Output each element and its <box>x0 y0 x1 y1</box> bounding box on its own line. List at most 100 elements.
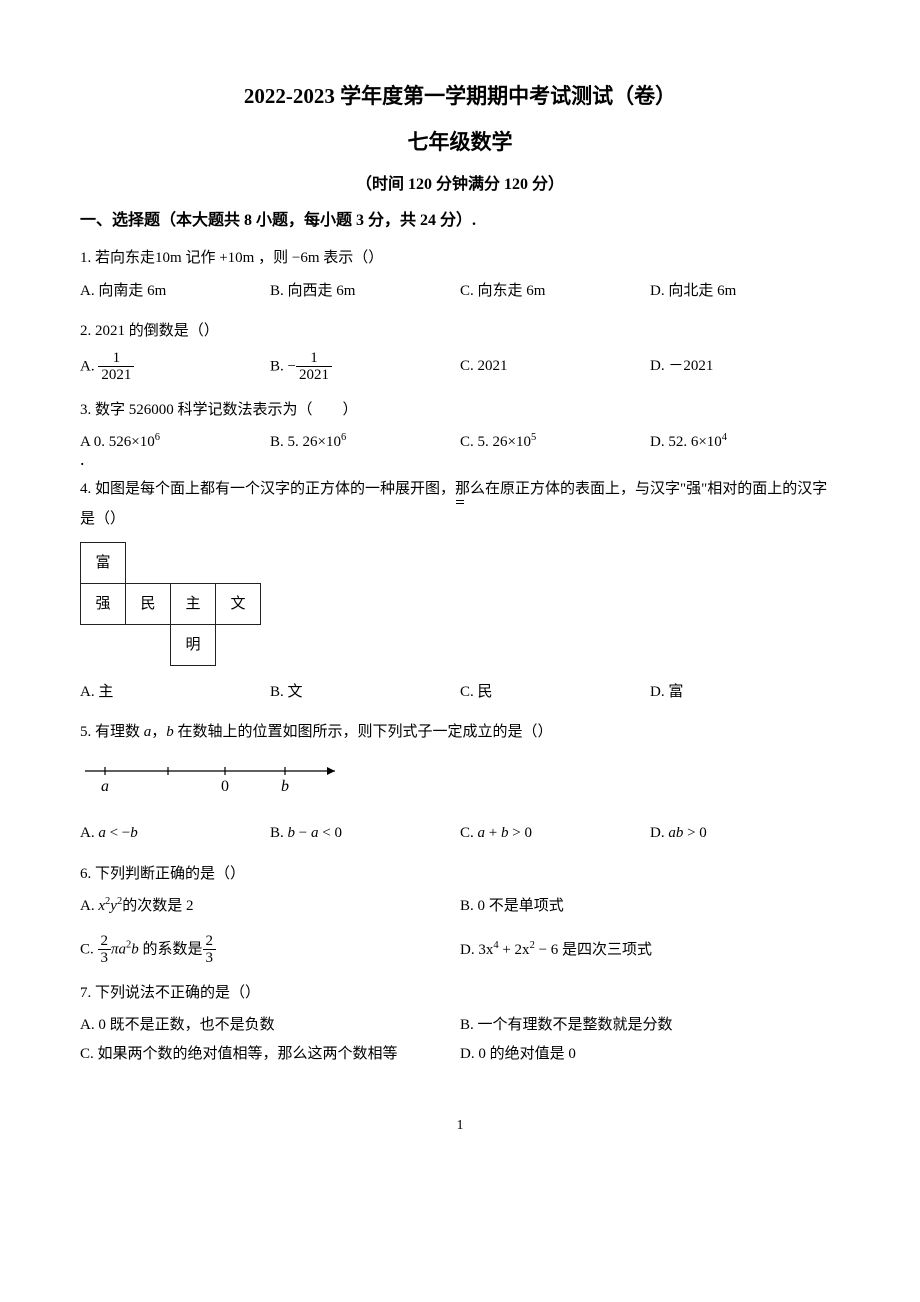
cube-cell-ming: 明 <box>171 624 216 665</box>
q2-choice-c: C. 2021 <box>460 352 650 381</box>
q5-a-r: b <box>130 825 138 841</box>
q6-c-d1: 3 <box>98 950 112 967</box>
q5-d-pre: D. <box>650 825 668 841</box>
q3-a-sup: 6 <box>155 432 160 443</box>
q7-choice-d: D. 0 的绝对值是 0 <box>460 1040 840 1069</box>
q7-choice-b: B. 一个有理数不是整数就是分数 <box>460 1011 840 1040</box>
q5-stem-pre: 5. 有理数 <box>80 724 144 740</box>
svg-text:0: 0 <box>221 778 229 795</box>
q1-post: 表示（） <box>320 250 384 266</box>
q2-b-label: B. <box>270 358 288 374</box>
q6-choice-d: D. 3x4 + 2x2 − 6 是四次三项式 <box>460 936 840 965</box>
q6-d-pre: D. <box>460 942 478 958</box>
cube-cell-zhu: 主 <box>171 583 216 624</box>
q2-choice-b: B. −12021 <box>270 350 460 384</box>
q1-v1: 10m <box>155 250 182 266</box>
q5-b-pre: B. <box>270 825 288 841</box>
question-4: 4. 如图是每个面上都有一个汉字的正方体的一种展开图，那么在原正方体的表面上，与… <box>80 474 840 707</box>
exam-title: 2022-2023 学年度第一学期期中考试测试（卷） <box>80 80 840 110</box>
q5-c-tail: > 0 <box>508 825 531 841</box>
q4-choice-a: A. 主 <box>80 678 270 707</box>
q3-stem: 3. 数字 526000 科学记数法表示为（ ） <box>80 396 840 425</box>
q2-b-neg: − <box>288 358 296 374</box>
q3-choice-b: B. 5. 26×106 <box>270 428 460 457</box>
q3-c-pre: C. 5. 26×10 <box>460 434 531 450</box>
q2-a-den: 2021 <box>98 367 134 384</box>
q5-d-tail: > 0 <box>683 825 706 841</box>
q2-choice-a: A. 12021 <box>80 350 270 384</box>
numberline-figure: a 0 b <box>80 755 840 810</box>
q6-c-a: a <box>119 941 127 957</box>
q3-choice-c: C. 5. 26×105 <box>460 428 650 457</box>
q1-mid1: 记作 <box>182 250 220 266</box>
q5-stem-b: b <box>166 724 174 740</box>
cube-cell-wen: 文 <box>216 583 261 624</box>
question-7: 7. 下列说法不正确的是（） A. 0 既不是正数，也不是负数 B. 一个有理数… <box>80 979 840 1069</box>
q1-v2: +10m <box>219 250 254 266</box>
q1-choice-b: B. 向西走 6m <box>270 277 460 306</box>
center-marker <box>456 500 464 504</box>
q5-c-l: a <box>478 825 486 841</box>
q6-c-b: b <box>131 941 139 957</box>
q3-choice-a: A 0. 526×106 <box>80 428 270 457</box>
q3-b-sup: 6 <box>341 432 346 443</box>
cube-cell-min: 民 <box>126 583 171 624</box>
q1-choice-a: A. 向南走 6m <box>80 277 270 306</box>
q6-c-n1: 2 <box>98 933 112 951</box>
cube-net-figure: 富 强 民 主 文 明 <box>80 542 261 666</box>
q6-choice-c: C. 23πa2b 的系数是23 <box>80 933 460 967</box>
page-number: 1 <box>80 1118 840 1134</box>
q6-c-n2: 2 <box>203 933 217 951</box>
q6-a-pre: A. <box>80 898 98 914</box>
q5-a-mid: < − <box>106 825 130 841</box>
q5-c-pre: C. <box>460 825 478 841</box>
q6-a-e1: x <box>98 898 105 914</box>
q5-a-pre: A. <box>80 825 98 841</box>
q3-d-sup: 4 <box>722 432 727 443</box>
svg-text:b: b <box>281 778 289 795</box>
q5-choice-b: B. b − a < 0 <box>270 819 460 848</box>
q6-c-d2: 3 <box>203 950 217 967</box>
q4-choice-b: B. 文 <box>270 678 460 707</box>
q7-stem: 7. 下列说法不正确的是（） <box>80 979 840 1008</box>
q5-choice-d: D. ab > 0 <box>650 819 840 848</box>
q6-stem: 6. 下列判断正确的是（） <box>80 860 840 889</box>
q1-stem-pre: 1. 若向东走 <box>80 250 155 266</box>
q6-a-post: 的次数是 2 <box>122 898 193 914</box>
q2-b-den: 2021 <box>296 367 332 384</box>
q6-c-mid: 的系数是 <box>139 941 203 957</box>
q7-choice-a: A. 0 既不是正数，也不是负数 <box>80 1011 460 1040</box>
q1-mid2: ，则 <box>254 250 292 266</box>
q5-stem-mid1: ， <box>151 724 166 740</box>
q3-choice-d: D. 52. 6×104 <box>650 428 840 457</box>
q1-choice-c: C. 向东走 6m <box>460 277 650 306</box>
question-2: 2. 2021 的倒数是（） A. 12021 B. −12021 C. 202… <box>80 317 840 384</box>
cube-cell-qiang: 强 <box>81 583 126 624</box>
q5-b-tail: < 0 <box>318 825 341 841</box>
q3-d-pre: D. 52. 6×10 <box>650 434 722 450</box>
q2-b-num: 1 <box>296 350 332 368</box>
q6-d-m1: + 2x <box>499 942 530 958</box>
q1-v3: −6m <box>292 250 320 266</box>
q5-d-l: ab <box>668 825 683 841</box>
question-3: 3. 数字 526000 科学记数法表示为（ ） A 0. 526×106 B.… <box>80 396 840 462</box>
q4-choice-d: D. 富 <box>650 678 840 707</box>
q5-b-l: b <box>288 825 296 841</box>
cube-cell-fu: 富 <box>81 542 126 583</box>
question-6: 6. 下列判断正确的是（） A. x 2 y 2 的次数是 2 B. 0 不是单项式 C… <box>80 860 840 967</box>
q3-a-pre: A 0. 526×10 <box>80 434 155 450</box>
q6-a-e2: y <box>110 898 117 914</box>
q2-a-label: A. <box>80 358 98 374</box>
q7-choice-c: C. 如果两个数的绝对值相等，那么这两个数相等 <box>80 1040 460 1069</box>
q6-d-e1: 3x <box>478 942 493 958</box>
q4-choice-c: C. 民 <box>460 678 650 707</box>
q6-choice-b: B. 0 不是单项式 <box>460 892 840 921</box>
section-header: 一、选择题（本大题共 8 小题，每小题 3 分，共 24 分）. <box>80 206 840 230</box>
svg-text:a: a <box>101 778 109 795</box>
q6-c-pre: C. <box>80 941 98 957</box>
q5-choice-c: C. a + b > 0 <box>460 819 650 848</box>
q5-c-mid: + <box>485 825 501 841</box>
q3-b-pre: B. 5. 26×10 <box>270 434 341 450</box>
question-5: 5. 有理数 a，b 在数轴上的位置如图所示，则下列式子一定成立的是（） a 0… <box>80 718 840 848</box>
q5-stem-post: 在数轴上的位置如图所示，则下列式子一定成立的是（） <box>174 724 553 740</box>
